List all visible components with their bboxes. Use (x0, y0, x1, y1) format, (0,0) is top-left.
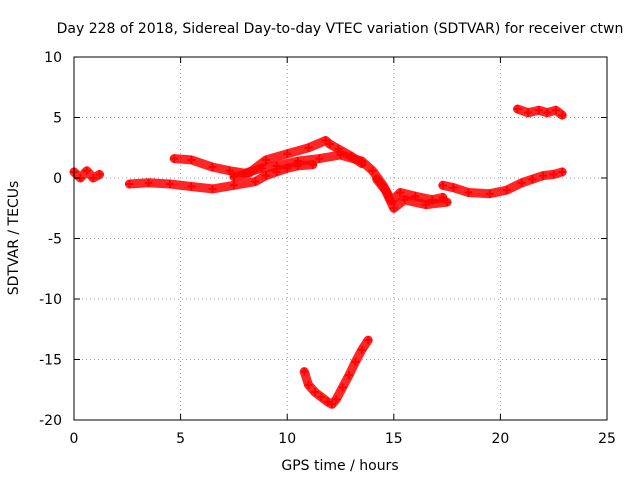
data-point (170, 154, 179, 163)
data-point (304, 380, 313, 389)
data-point (443, 198, 452, 207)
data-point (396, 188, 405, 197)
data-point (357, 159, 366, 168)
data-point (345, 371, 354, 380)
y-tick-label: 10 (44, 50, 62, 66)
x-tick-label: 20 (491, 431, 509, 447)
x-tick-label: 15 (385, 431, 403, 447)
data-point (317, 393, 326, 402)
data-point (125, 180, 134, 189)
series-arc-6 (438, 167, 567, 199)
data-point (351, 357, 360, 366)
series-arc-5 (372, 174, 452, 213)
data-point (517, 178, 526, 187)
data-point (524, 108, 533, 117)
y-tick-label: -5 (48, 232, 62, 248)
series-band (229, 136, 367, 182)
data-point (332, 395, 341, 404)
data-point (357, 345, 366, 354)
data-point (389, 204, 398, 213)
data-point (261, 155, 270, 164)
data-point (315, 154, 324, 163)
data-point (325, 140, 334, 149)
data-point (347, 152, 356, 161)
series-arc-8 (299, 335, 373, 409)
data-point (208, 163, 217, 172)
series-band (299, 335, 373, 409)
data-point (310, 388, 319, 397)
data-point (551, 106, 560, 115)
data-point (304, 143, 313, 152)
data-point (321, 136, 330, 145)
data-point (485, 189, 494, 198)
data-point (82, 166, 91, 175)
data-point (539, 171, 548, 180)
data-point (549, 170, 558, 179)
data-point (528, 175, 537, 184)
data-point (421, 200, 430, 209)
data-point (323, 397, 332, 406)
data-point (502, 186, 511, 195)
data-point (95, 170, 104, 179)
data-point (187, 155, 196, 164)
data-point (144, 178, 153, 187)
data-point (327, 400, 336, 409)
data-point (381, 186, 390, 195)
data-point (229, 172, 238, 181)
data-point (300, 367, 309, 376)
data-point (293, 157, 302, 166)
series-layer (69, 104, 567, 409)
data-point (543, 108, 552, 117)
grid (74, 57, 607, 420)
series-arc-1 (69, 166, 105, 183)
data-point (272, 161, 281, 170)
chart-title: Day 228 of 2018, Sidereal Day-to-day VTE… (57, 21, 624, 37)
data-point (534, 106, 543, 115)
y-tick-label: 0 (53, 171, 62, 187)
data-point (208, 184, 217, 193)
data-point (261, 171, 270, 180)
data-point (165, 180, 174, 189)
y-tick-label: -15 (39, 353, 62, 369)
y-tick-label: 5 (53, 111, 62, 127)
data-point (464, 188, 473, 197)
data-point (89, 174, 98, 182)
data-point (558, 167, 567, 176)
data-point (229, 181, 238, 190)
data-point (338, 383, 347, 392)
series-arc-4 (229, 136, 367, 182)
data-point (364, 336, 373, 345)
data-point (449, 183, 458, 192)
plot-frame (73, 56, 608, 421)
data-point (400, 195, 409, 204)
data-point (225, 166, 234, 175)
y-axis-label: SDTVAR / TECUs (6, 181, 22, 296)
data-point (368, 166, 377, 175)
x-axis-label: GPS time / hours (281, 458, 398, 474)
data-point (558, 111, 567, 120)
x-tick-label: 0 (70, 431, 79, 447)
data-point (187, 182, 196, 191)
x-tick-label: 25 (598, 431, 616, 447)
data-point (244, 169, 253, 178)
data-point (438, 181, 447, 190)
series-arc-7 (513, 104, 567, 120)
y-tick-label: -20 (39, 413, 62, 429)
data-point (251, 177, 260, 186)
x-tick-label: 10 (278, 431, 296, 447)
y-tick-label: -10 (39, 292, 62, 308)
data-point (283, 149, 292, 158)
data-point (372, 175, 381, 184)
data-point (513, 105, 522, 114)
series-band (438, 167, 567, 199)
data-point (334, 144, 343, 153)
axes: 0 5 10 15 20 25 -20 -15 -10 -5 0 5 10 (39, 50, 616, 447)
x-tick-label: 5 (176, 431, 185, 447)
